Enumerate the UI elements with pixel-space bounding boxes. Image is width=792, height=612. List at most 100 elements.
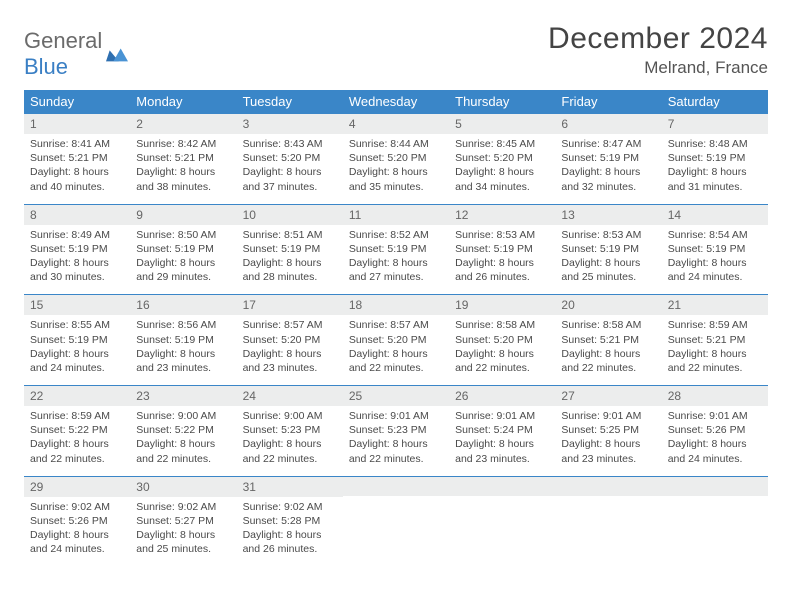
day-number: 23 [130,386,236,406]
day-body: Sunrise: 9:00 AMSunset: 5:23 PMDaylight:… [237,406,343,476]
day-body: Sunrise: 8:58 AMSunset: 5:20 PMDaylight:… [449,315,555,385]
weekday-header: Monday [130,90,236,114]
calendar-day-cell: 26Sunrise: 9:01 AMSunset: 5:24 PMDayligh… [449,386,555,477]
calendar-day-cell [555,476,661,566]
calendar-day-cell [343,476,449,566]
logo-mark-icon [106,46,128,62]
daylight-line: Daylight: 8 hours and 23 minutes. [136,347,230,375]
sunrise-line: Sunrise: 9:02 AM [243,500,337,514]
day-body: Sunrise: 8:57 AMSunset: 5:20 PMDaylight:… [343,315,449,385]
sunset-line: Sunset: 5:23 PM [243,423,337,437]
day-number: 6 [555,114,661,134]
calendar-week-row: 29Sunrise: 9:02 AMSunset: 5:26 PMDayligh… [24,476,768,566]
sunrise-line: Sunrise: 9:02 AM [30,500,124,514]
calendar-day-cell: 14Sunrise: 8:54 AMSunset: 5:19 PMDayligh… [662,204,768,295]
day-number [449,477,555,496]
sunrise-line: Sunrise: 8:58 AM [455,318,549,332]
sunset-line: Sunset: 5:19 PM [30,333,124,347]
calendar-day-cell: 3Sunrise: 8:43 AMSunset: 5:20 PMDaylight… [237,114,343,205]
day-body: Sunrise: 8:41 AMSunset: 5:21 PMDaylight:… [24,134,130,204]
calendar-day-cell: 25Sunrise: 9:01 AMSunset: 5:23 PMDayligh… [343,386,449,477]
daylight-line: Daylight: 8 hours and 34 minutes. [455,165,549,193]
sunset-line: Sunset: 5:19 PM [561,242,655,256]
weekday-header-row: SundayMondayTuesdayWednesdayThursdayFrid… [24,90,768,114]
sunset-line: Sunset: 5:25 PM [561,423,655,437]
calendar-day-cell: 19Sunrise: 8:58 AMSunset: 5:20 PMDayligh… [449,295,555,386]
sunrise-line: Sunrise: 8:47 AM [561,137,655,151]
day-body: Sunrise: 8:51 AMSunset: 5:19 PMDaylight:… [237,225,343,295]
calendar-day-cell: 21Sunrise: 8:59 AMSunset: 5:21 PMDayligh… [662,295,768,386]
sunrise-line: Sunrise: 8:57 AM [243,318,337,332]
daylight-line: Daylight: 8 hours and 22 minutes. [136,437,230,465]
day-body [343,496,449,544]
day-number: 10 [237,205,343,225]
sunrise-line: Sunrise: 8:53 AM [455,228,549,242]
sunrise-line: Sunrise: 8:56 AM [136,318,230,332]
sunset-line: Sunset: 5:19 PM [136,242,230,256]
day-body: Sunrise: 8:54 AMSunset: 5:19 PMDaylight:… [662,225,768,295]
daylight-line: Daylight: 8 hours and 24 minutes. [30,347,124,375]
calendar-day-cell: 31Sunrise: 9:02 AMSunset: 5:28 PMDayligh… [237,476,343,566]
day-number: 5 [449,114,555,134]
sunrise-line: Sunrise: 8:49 AM [30,228,124,242]
weekday-header: Wednesday [343,90,449,114]
sunrise-line: Sunrise: 8:52 AM [349,228,443,242]
calendar-day-cell: 23 Sunrise: 9:00 AMSunset: 5:22 PMDayligh… [130,386,236,477]
daylight-line: Daylight: 8 hours and 22 minutes. [243,437,337,465]
day-body: Sunrise: 8:48 AMSunset: 5:19 PMDaylight:… [662,134,768,204]
calendar-day-cell: 17Sunrise: 8:57 AMSunset: 5:20 PMDayligh… [237,295,343,386]
calendar-day-cell [662,476,768,566]
weekday-header: Sunday [24,90,130,114]
sunrise-line: Sunrise: 9:01 AM [349,409,443,423]
sunset-line: Sunset: 5:19 PM [455,242,549,256]
daylight-line: Daylight: 8 hours and 26 minutes. [455,256,549,284]
day-body: Sunrise: 8:44 AMSunset: 5:20 PMDaylight:… [343,134,449,204]
sunrise-line: Sunrise: 8:42 AM [136,137,230,151]
sunset-line: Sunset: 5:24 PM [455,423,549,437]
day-body: Sunrise: 9:01 AMSunset: 5:23 PMDaylight:… [343,406,449,476]
daylight-line: Daylight: 8 hours and 23 minutes. [243,347,337,375]
day-number: 19 [449,295,555,315]
day-body: Sunrise: 8:53 AMSunset: 5:19 PMDaylight:… [555,225,661,295]
calendar-day-cell: 8Sunrise: 8:49 AMSunset: 5:19 PMDaylight… [24,204,130,295]
day-body: Sunrise: 9:01 AMSunset: 5:24 PMDaylight:… [449,406,555,476]
sunset-line: Sunset: 5:21 PM [136,151,230,165]
calendar-day-cell: 29Sunrise: 9:02 AMSunset: 5:26 PMDayligh… [24,476,130,566]
day-number: 25 [343,386,449,406]
sunset-line: Sunset: 5:26 PM [668,423,762,437]
sunrise-line: Sunrise: 9:00 AM [136,409,230,423]
sunset-line: Sunset: 5:22 PM [30,423,124,437]
calendar-day-cell: 30Sunrise: 9:02 AMSunset: 5:27 PMDayligh… [130,476,236,566]
daylight-line: Daylight: 8 hours and 25 minutes. [136,528,230,556]
calendar-day-cell: 22Sunrise: 8:59 AMSunset: 5:22 PMDayligh… [24,386,130,477]
daylight-line: Daylight: 8 hours and 32 minutes. [561,165,655,193]
calendar-day-cell: 4Sunrise: 8:44 AMSunset: 5:20 PMDaylight… [343,114,449,205]
sunset-line: Sunset: 5:20 PM [243,333,337,347]
weekday-header: Thursday [449,90,555,114]
calendar-day-cell: 18Sunrise: 8:57 AMSunset: 5:20 PMDayligh… [343,295,449,386]
day-number: 2 [130,114,236,134]
calendar-day-cell: 20Sunrise: 8:58 AMSunset: 5:21 PMDayligh… [555,295,661,386]
sunset-line: Sunset: 5:22 PM [136,423,230,437]
header: General Blue December 2024 Melrand, Fran… [24,22,768,80]
weekday-header: Saturday [662,90,768,114]
daylight-line: Daylight: 8 hours and 22 minutes. [30,437,124,465]
sunrise-line: Sunrise: 8:45 AM [455,137,549,151]
day-number: 21 [662,295,768,315]
day-number: 20 [555,295,661,315]
weekday-header: Tuesday [237,90,343,114]
daylight-line: Daylight: 8 hours and 22 minutes. [455,347,549,375]
daylight-line: Daylight: 8 hours and 22 minutes. [668,347,762,375]
daylight-line: Daylight: 8 hours and 29 minutes. [136,256,230,284]
day-number: 24 [237,386,343,406]
sunrise-line: Sunrise: 8:48 AM [668,137,762,151]
sunset-line: Sunset: 5:19 PM [668,242,762,256]
daylight-line: Daylight: 8 hours and 35 minutes. [349,165,443,193]
day-body: Sunrise: 9:02 AMSunset: 5:28 PMDaylight:… [237,497,343,567]
sunrise-line: Sunrise: 8:59 AM [30,409,124,423]
page-title: December 2024 [548,22,768,56]
day-body: Sunrise: 9:01 AMSunset: 5:25 PMDaylight:… [555,406,661,476]
sunset-line: Sunset: 5:20 PM [349,151,443,165]
day-number: 15 [24,295,130,315]
logo-word-1: General [24,28,102,53]
